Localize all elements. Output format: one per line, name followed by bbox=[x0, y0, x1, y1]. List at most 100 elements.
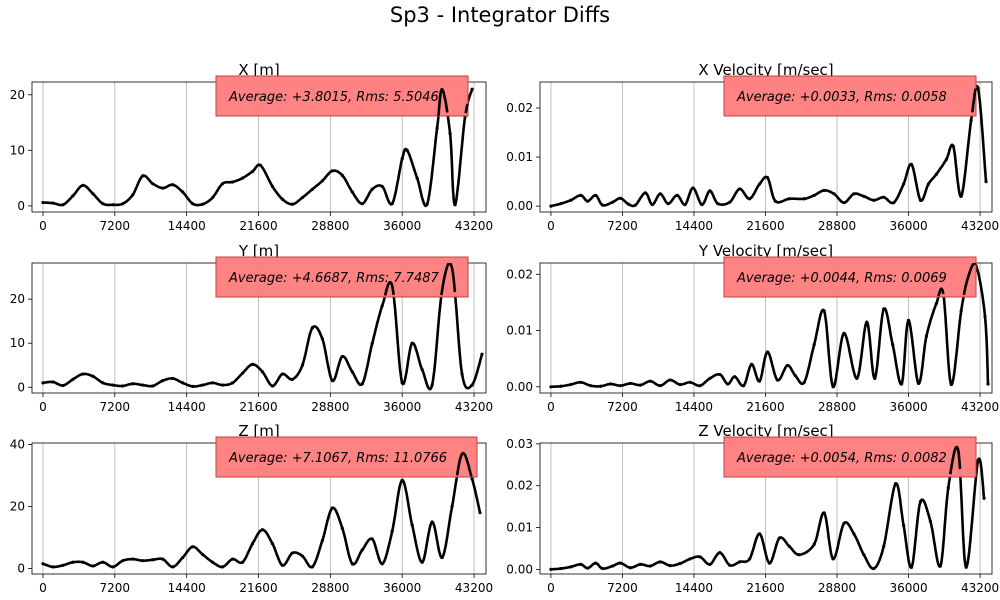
data-point bbox=[211, 381, 215, 385]
data-point bbox=[191, 202, 195, 206]
data-point bbox=[842, 521, 846, 525]
x-tick-label: 0 bbox=[547, 219, 555, 233]
data-point bbox=[220, 383, 225, 387]
data-point bbox=[448, 132, 452, 136]
trace-line bbox=[383, 263, 457, 296]
data-point bbox=[425, 202, 429, 206]
data-point bbox=[360, 382, 364, 386]
data-point bbox=[51, 380, 55, 384]
data-point bbox=[41, 562, 45, 566]
data-point bbox=[842, 201, 846, 205]
data-point bbox=[668, 378, 672, 382]
stats-annotation-text: Average: +3.8015, Rms: 5.5046 bbox=[228, 90, 439, 105]
data-point bbox=[71, 560, 75, 564]
subplot-title: Z Velocity [m/sec] bbox=[698, 422, 833, 440]
data-point bbox=[600, 566, 605, 571]
data-point bbox=[594, 561, 598, 565]
data-trace-overlay bbox=[949, 445, 962, 475]
data-point bbox=[648, 379, 652, 383]
y-tick-label: 20 bbox=[10, 88, 25, 102]
x-tick-label: 28800 bbox=[818, 400, 856, 414]
data-point bbox=[688, 380, 692, 384]
data-point bbox=[360, 202, 364, 206]
subplot-3: 0 7200 14400 21600 28800 36000 43200 0 10 20 Y [m]… bbox=[10, 242, 493, 414]
data-point bbox=[91, 374, 95, 378]
y-tick-label: 10 bbox=[10, 143, 25, 157]
data-point bbox=[832, 192, 836, 196]
data-point bbox=[71, 194, 75, 198]
data-point bbox=[976, 458, 980, 463]
data-point bbox=[350, 370, 354, 374]
y-tick-label: 0.00 bbox=[506, 199, 533, 213]
stats-annotation-box bbox=[723, 436, 977, 478]
data-point bbox=[370, 187, 374, 191]
data-point bbox=[300, 554, 305, 558]
data-point bbox=[290, 202, 295, 206]
data-point bbox=[852, 192, 856, 196]
data-point bbox=[767, 561, 772, 565]
data-point bbox=[938, 564, 942, 568]
data-point bbox=[61, 563, 65, 567]
data-point bbox=[320, 337, 324, 341]
data-point bbox=[260, 528, 265, 532]
data-point bbox=[151, 384, 155, 388]
x-tick-label: 28800 bbox=[311, 219, 349, 233]
data-point bbox=[181, 555, 185, 560]
data-point bbox=[831, 385, 835, 389]
data-point bbox=[986, 382, 990, 386]
y-tick-label: 10 bbox=[10, 336, 25, 350]
x-tick-label: 7200 bbox=[607, 400, 638, 414]
data-point bbox=[290, 551, 295, 555]
data-trace-overlay bbox=[383, 263, 457, 296]
data-point bbox=[111, 203, 115, 207]
subplot-grid: 0 7200 14400 21600 28800 36000 43200 0 10 20 X [m]… bbox=[10, 61, 999, 595]
data-point bbox=[901, 523, 906, 528]
data-point bbox=[270, 184, 275, 189]
data-point bbox=[716, 202, 720, 206]
data-point bbox=[201, 383, 205, 387]
data-point bbox=[91, 192, 95, 196]
data-trace-overlay bbox=[971, 88, 977, 113]
data-point bbox=[111, 383, 115, 387]
data-point bbox=[797, 553, 801, 557]
data-point bbox=[131, 382, 135, 386]
x-tick-label: 14400 bbox=[168, 581, 206, 595]
data-point bbox=[141, 383, 145, 387]
data-trace bbox=[41, 451, 482, 569]
data-point bbox=[220, 565, 225, 569]
data-point bbox=[934, 172, 938, 176]
data-point bbox=[161, 186, 165, 190]
data-point bbox=[678, 382, 682, 387]
x-tick-label: 28800 bbox=[818, 581, 856, 595]
data-point bbox=[891, 343, 895, 347]
data-point bbox=[586, 566, 590, 570]
data-point bbox=[101, 560, 105, 564]
data-point bbox=[41, 381, 45, 385]
data-point bbox=[757, 379, 762, 383]
x-tick-label: 14400 bbox=[168, 400, 206, 414]
data-point bbox=[320, 179, 324, 183]
data-point bbox=[181, 381, 185, 385]
data-point bbox=[230, 180, 235, 184]
data-point bbox=[708, 376, 712, 380]
data-point bbox=[121, 559, 125, 563]
data-point bbox=[370, 341, 374, 345]
x-tick-label: 0 bbox=[39, 581, 47, 595]
y-tick-label: 0.00 bbox=[506, 380, 533, 394]
y-tick-label: 0 bbox=[17, 561, 25, 575]
x-tick-label: 36000 bbox=[383, 400, 421, 414]
data-point bbox=[718, 551, 722, 555]
data-point bbox=[161, 557, 165, 561]
data-point bbox=[240, 176, 245, 180]
y-tick-label: 0.02 bbox=[506, 101, 533, 115]
data-point bbox=[435, 126, 439, 130]
x-tick-label: 21600 bbox=[239, 219, 277, 233]
x-tick-label: 14400 bbox=[168, 219, 206, 233]
trace-line bbox=[949, 445, 962, 475]
data-point bbox=[201, 552, 205, 557]
data-point bbox=[738, 560, 742, 564]
data-point bbox=[405, 148, 409, 152]
data-point bbox=[191, 545, 195, 549]
data-point bbox=[610, 564, 615, 568]
